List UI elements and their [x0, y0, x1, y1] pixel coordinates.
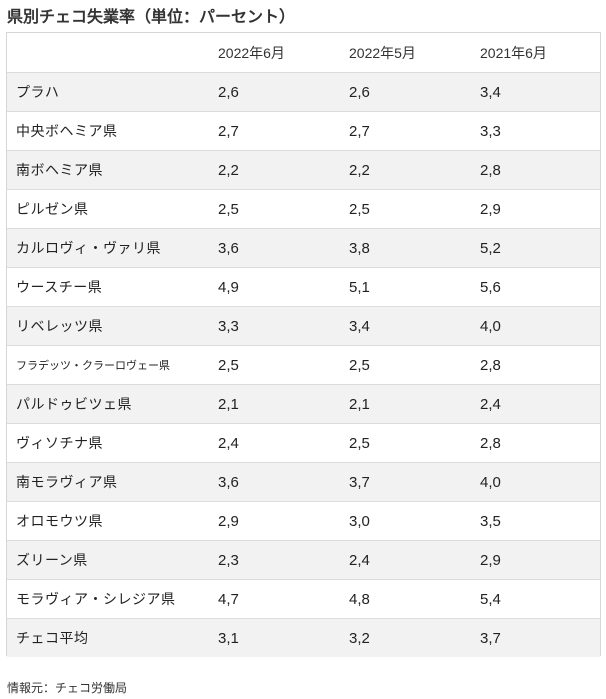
value-2022-june-cell: 2,7: [218, 122, 239, 140]
column-header-2022-june: 2022年6月: [218, 44, 285, 61]
table-row: オロモウツ県 2,9 3,0 3,5: [7, 501, 600, 541]
region-name-cell: 中央ボヘミア県: [16, 124, 118, 140]
value-2022-june-cell: 2,5: [218, 356, 239, 374]
region-name-cell: モラヴィア・シレジア県: [16, 592, 176, 608]
table-row: チェコ平均 3,1 3,2 3,7: [7, 618, 600, 657]
value-2021-june-cell: 3,7: [480, 629, 501, 647]
region-name-cell: フラデッツ・クラーロヴェー県: [16, 359, 170, 372]
table-row: 中央ボヘミア県 2,7 2,7 3,3: [7, 111, 600, 151]
value-2022-june-cell: 4,9: [218, 278, 239, 296]
value-2022-may-cell: 3,4: [349, 317, 370, 335]
value-2022-june-cell: 2,1: [218, 395, 239, 413]
unemployment-table-container: 2022年6月 2022年5月 2021年6月 プラハ 2,6 2,6 3,4 中央ボヘ…: [6, 32, 601, 657]
table-header-row: 2022年6月 2022年5月 2021年6月: [7, 33, 600, 73]
value-2022-may-cell: 2,7: [349, 122, 370, 140]
value-2022-june-cell: 3,3: [218, 317, 239, 335]
region-name-cell: ズリーン県: [16, 553, 88, 569]
value-2022-may-cell: 2,1: [349, 395, 370, 413]
table-body: プラハ 2,6 2,6 3,4 中央ボヘミア県 2,7 2,7 3,3 南ボヘミア県 2,2 2,2…: [7, 72, 600, 657]
value-2022-may-cell: 3,8: [349, 239, 370, 257]
region-name-cell: カルロヴィ・ヴァリ県: [16, 241, 161, 257]
source-note: 情報元：チェコ労働局: [7, 681, 128, 695]
value-2022-may-cell: 4,8: [349, 590, 370, 608]
value-2022-june-cell: 2,3: [218, 551, 239, 569]
region-name-cell: リベレッツ県: [16, 319, 103, 335]
value-2022-may-cell: 2,5: [349, 356, 370, 374]
value-2022-june-cell: 3,6: [218, 239, 239, 257]
value-2022-june-cell: 2,6: [218, 83, 239, 101]
region-name-cell: パルドゥビツェ県: [16, 397, 132, 413]
value-2022-may-cell: 5,1: [349, 278, 370, 296]
value-2021-june-cell: 5,2: [480, 239, 501, 257]
region-name-cell: チェコ平均: [16, 631, 89, 647]
value-2021-june-cell: 5,6: [480, 278, 501, 296]
value-2022-may-cell: 3,2: [349, 629, 370, 647]
value-2022-june-cell: 2,5: [218, 200, 239, 218]
table-row: パルドゥビツェ県 2,1 2,1 2,4: [7, 384, 600, 424]
table-row: プラハ 2,6 2,6 3,4: [7, 72, 600, 112]
value-2022-june-cell: 2,9: [218, 512, 239, 530]
value-2022-may-cell: 3,7: [349, 473, 370, 491]
value-2021-june-cell: 3,5: [480, 512, 501, 530]
value-2021-june-cell: 5,4: [480, 590, 501, 608]
column-header-2021-june: 2021年6月: [480, 44, 547, 61]
column-header-2022-may: 2022年5月: [349, 44, 416, 61]
unemployment-table: 2022年6月 2022年5月 2021年6月 プラハ 2,6 2,6 3,4 中央ボヘ…: [7, 33, 600, 657]
region-name-cell: 南ボヘミア県: [16, 163, 103, 179]
value-2021-june-cell: 4,0: [480, 317, 501, 335]
value-2022-may-cell: 2,5: [349, 200, 370, 218]
table-row: 南モラヴィア県 3,6 3,7 4,0: [7, 462, 600, 502]
value-2021-june-cell: 2,9: [480, 551, 501, 569]
table-row: モラヴィア・シレジア県 4,7 4,8 5,4: [7, 579, 600, 619]
table-row: リベレッツ県 3,3 3,4 4,0: [7, 306, 600, 346]
table-row: ヴィソチナ県 2,4 2,5 2,8: [7, 423, 600, 463]
region-name-cell: プラハ: [16, 85, 60, 101]
region-name-cell: ヴィソチナ県: [16, 436, 103, 452]
region-name-cell: オロモウツ県: [16, 514, 103, 530]
table-title: 県別チェコ失業率（単位：パーセント）: [7, 7, 296, 26]
value-2022-june-cell: 3,1: [218, 629, 239, 647]
value-2022-may-cell: 2,6: [349, 83, 370, 101]
value-2021-june-cell: 2,8: [480, 161, 501, 179]
column-header-region: [7, 33, 210, 73]
value-2022-may-cell: 2,4: [349, 551, 370, 569]
value-2021-june-cell: 2,9: [480, 200, 501, 218]
value-2022-may-cell: 3,0: [349, 512, 370, 530]
value-2022-june-cell: 2,4: [218, 434, 239, 452]
table-row: 南ボヘミア県 2,2 2,2 2,8: [7, 150, 600, 190]
value-2022-may-cell: 2,5: [349, 434, 370, 452]
table-row: フラデッツ・クラーロヴェー県 2,5 2,5 2,8: [7, 345, 600, 385]
value-2022-june-cell: 2,2: [218, 161, 239, 179]
table-row: ピルゼン県 2,5 2,5 2,9: [7, 189, 600, 229]
value-2021-june-cell: 4,0: [480, 473, 501, 491]
value-2022-june-cell: 4,7: [218, 590, 239, 608]
value-2022-may-cell: 2,2: [349, 161, 370, 179]
table-row: ウースチー県 4,9 5,1 5,6: [7, 267, 600, 307]
region-name-cell: 南モラヴィア県: [16, 475, 118, 491]
region-name-cell: ウースチー県: [16, 280, 103, 296]
table-row: カルロヴィ・ヴァリ県 3,6 3,8 5,2: [7, 228, 600, 268]
value-2021-june-cell: 2,4: [480, 395, 501, 413]
value-2021-june-cell: 3,3: [480, 122, 501, 140]
value-2021-june-cell: 3,4: [480, 83, 501, 101]
table-row: ズリーン県 2,3 2,4 2,9: [7, 540, 600, 580]
value-2021-june-cell: 2,8: [480, 434, 501, 452]
region-name-cell: ピルゼン県: [16, 202, 89, 218]
value-2022-june-cell: 3,6: [218, 473, 239, 491]
value-2021-june-cell: 2,8: [480, 356, 501, 374]
